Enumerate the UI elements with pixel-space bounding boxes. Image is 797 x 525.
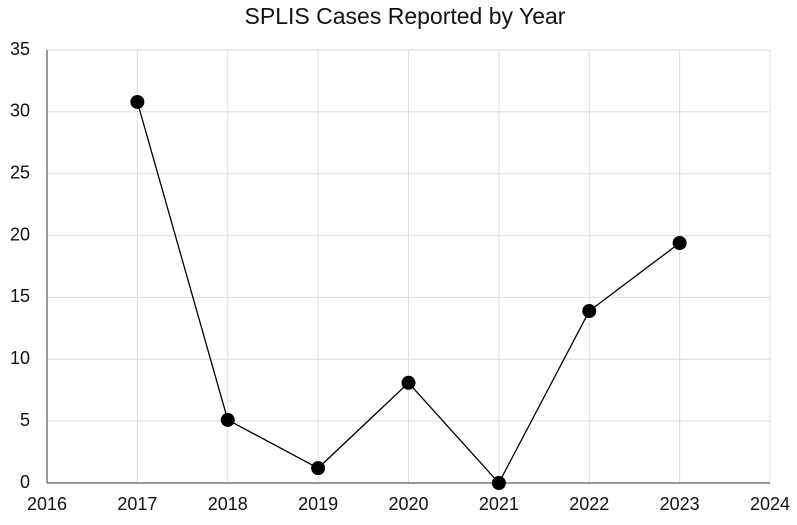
y-tick-label: 15 bbox=[10, 286, 30, 306]
x-tick-label: 2023 bbox=[660, 494, 700, 514]
data-point bbox=[220, 412, 235, 427]
x-tick-label: 2021 bbox=[479, 494, 519, 514]
x-tick-label: 2019 bbox=[298, 494, 338, 514]
y-tick-label: 10 bbox=[10, 348, 30, 368]
x-tick-label: 2020 bbox=[388, 494, 428, 514]
y-tick-label: 20 bbox=[10, 224, 30, 244]
data-point bbox=[491, 476, 506, 490]
y-tick-label: 5 bbox=[20, 410, 30, 430]
data-point bbox=[401, 375, 416, 390]
y-tick-label: 30 bbox=[10, 101, 30, 121]
data-point bbox=[130, 94, 145, 109]
x-tick-label: 2024 bbox=[750, 494, 790, 514]
x-tick-label: 2018 bbox=[208, 494, 248, 514]
chart-title: SPLIS Cases Reported by Year bbox=[245, 3, 566, 29]
x-tick-label: 2022 bbox=[569, 494, 609, 514]
y-tick-label: 25 bbox=[10, 162, 30, 182]
y-tick-label: 35 bbox=[10, 39, 30, 59]
data-point bbox=[672, 235, 687, 250]
data-point bbox=[311, 461, 326, 476]
y-tick-label: 0 bbox=[20, 472, 30, 492]
data-point bbox=[582, 304, 597, 319]
x-tick-label: 2016 bbox=[27, 494, 67, 514]
x-tick-label: 2017 bbox=[117, 494, 157, 514]
